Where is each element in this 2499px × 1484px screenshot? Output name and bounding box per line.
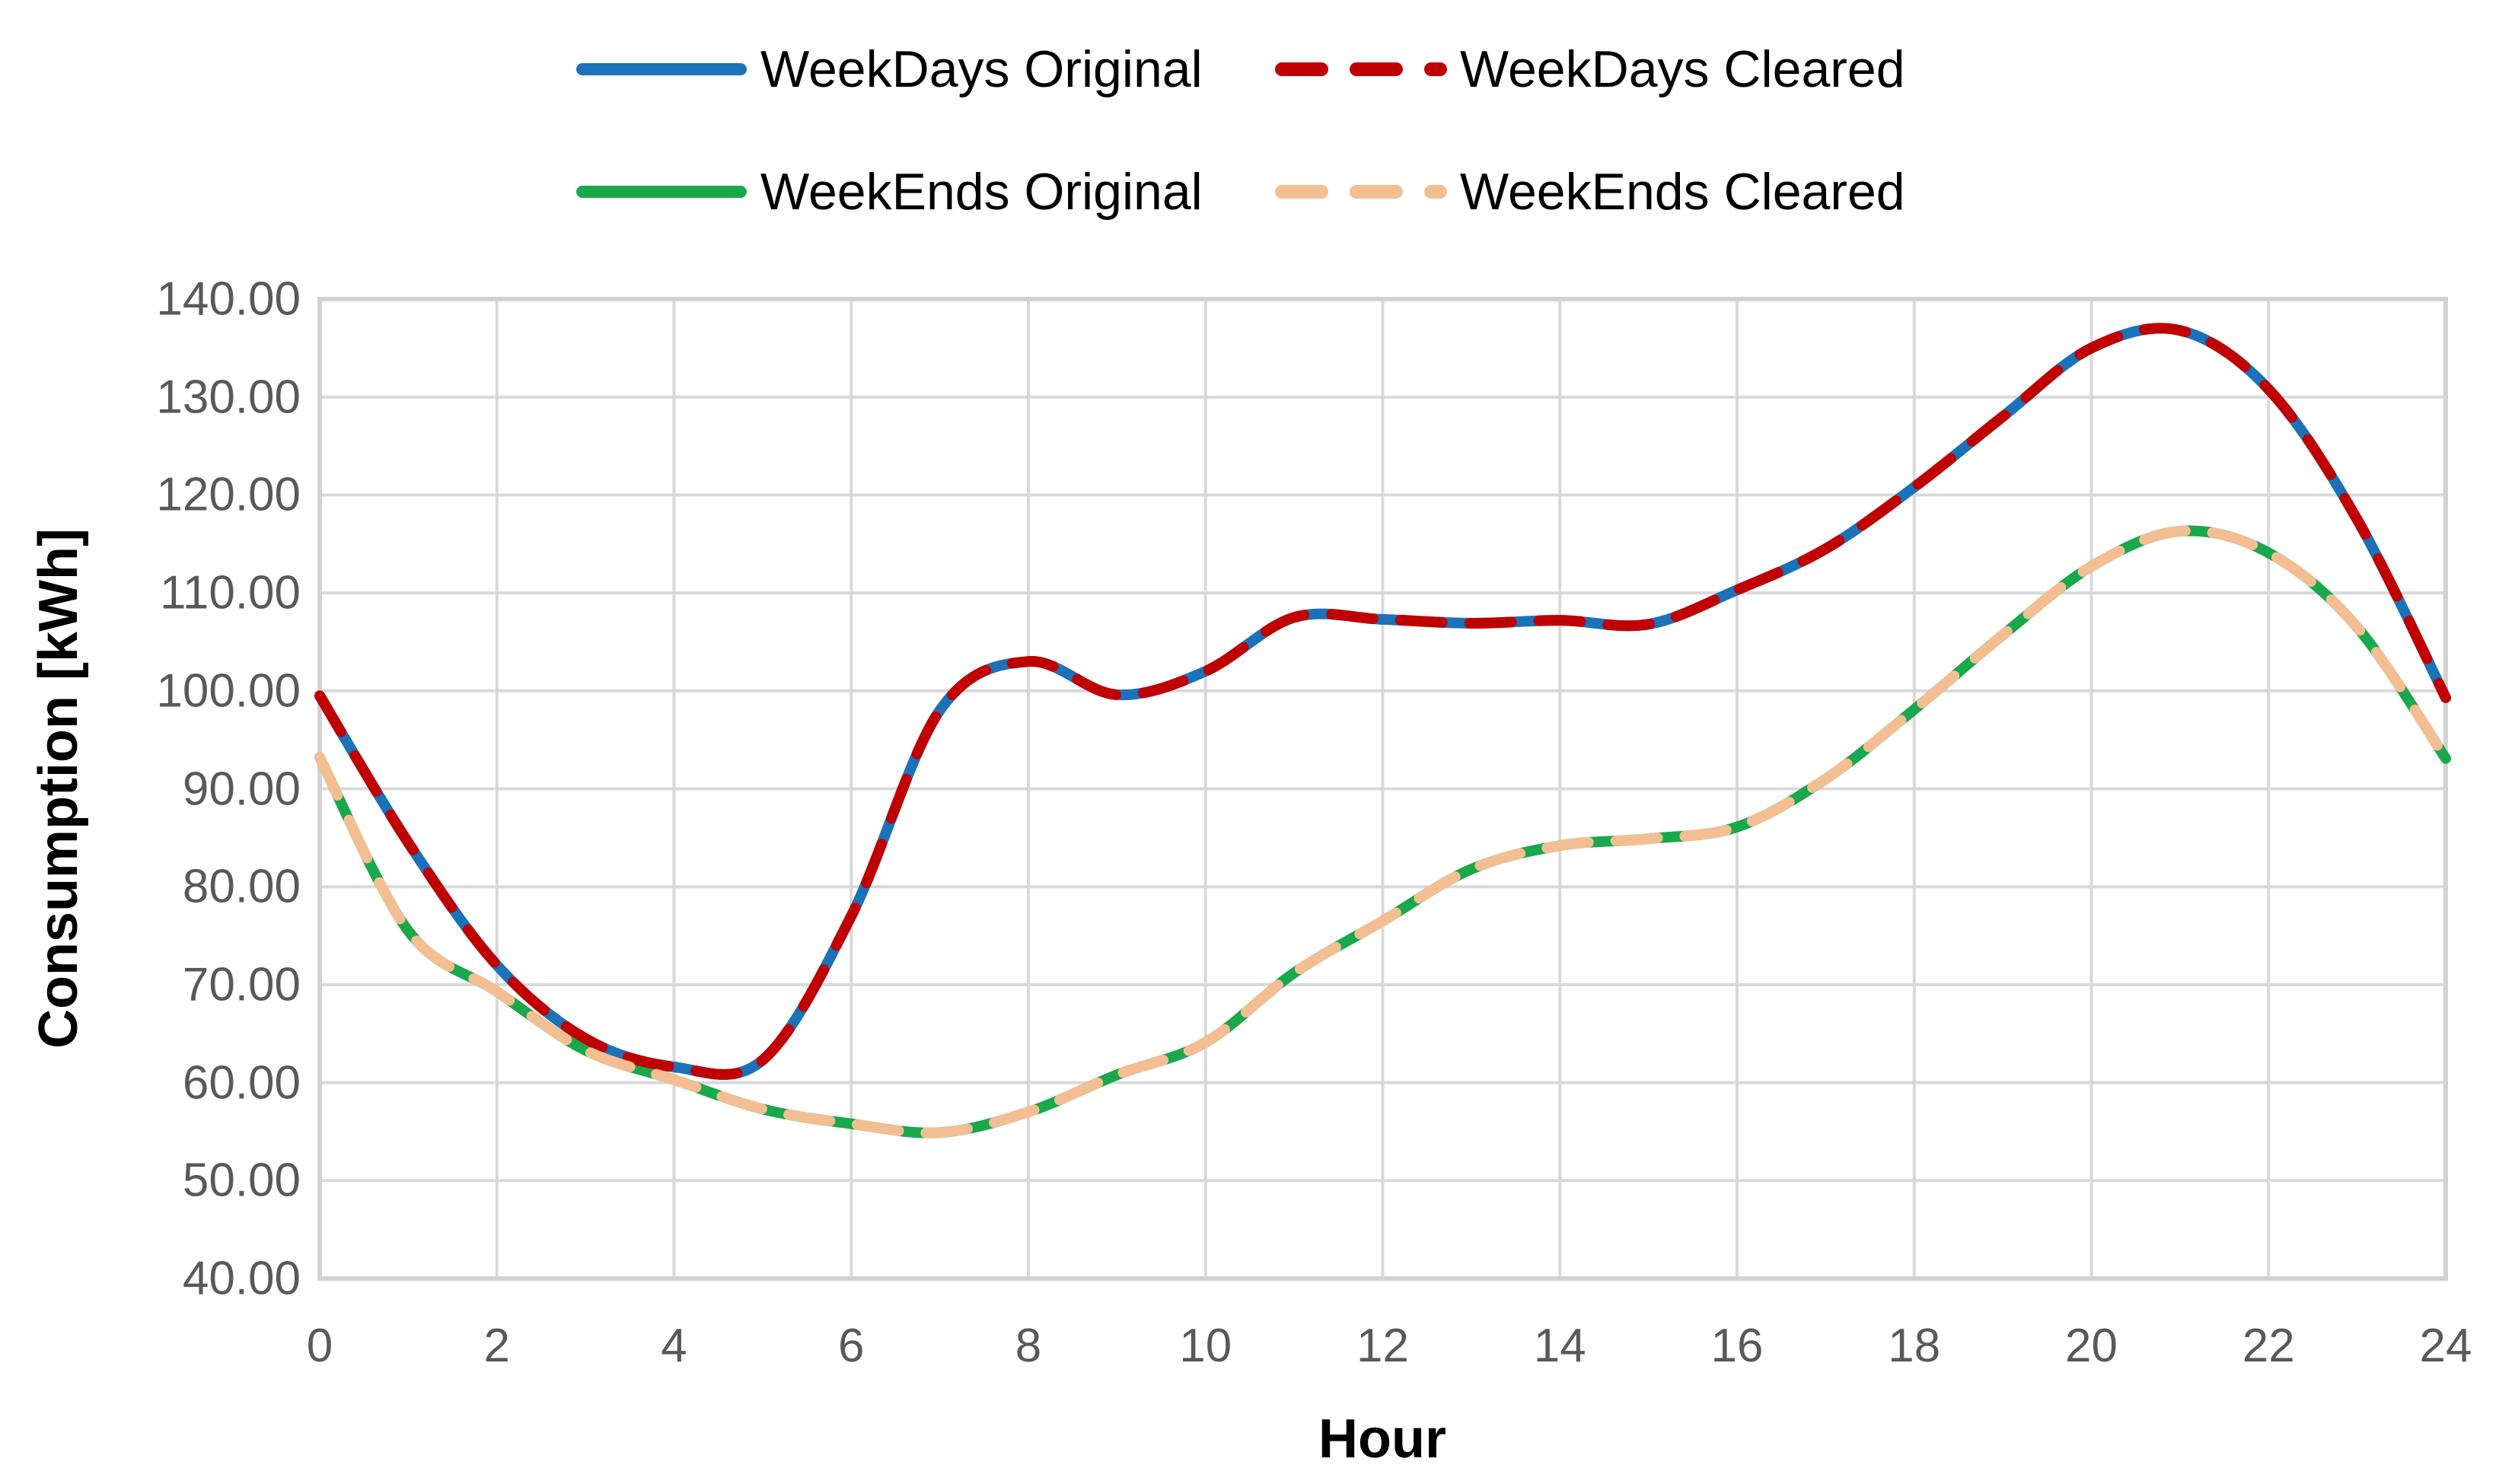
- legend-label-weekends-cleared: WeekEnds Cleared: [1460, 163, 1905, 221]
- legend-item-weekdays-cleared[interactable]: WeekDays Cleared: [1274, 35, 1905, 103]
- y-tick-label-80.00: 80.00: [182, 860, 301, 913]
- x-tick-label-20: 20: [2065, 1320, 2118, 1372]
- x-tick-label-0: 0: [306, 1320, 333, 1372]
- y-tick-label-110.00: 110.00: [159, 566, 301, 619]
- x-tick-label-10: 10: [1179, 1320, 1232, 1372]
- legend-swatch-weekdays-original: [576, 63, 747, 75]
- x-tick-label-2: 2: [483, 1320, 510, 1372]
- x-tick-label-18: 18: [1888, 1320, 1941, 1372]
- x-tick-label-24: 24: [2419, 1320, 2472, 1372]
- y-tick-label-40.00: 40.00: [182, 1252, 301, 1305]
- y-tick-label-100.00: 100.00: [156, 664, 301, 718]
- x-tick-label-22: 22: [2242, 1320, 2295, 1372]
- y-tick-label-140.00: 140.00: [156, 272, 301, 326]
- y-tick-label-70.00: 70.00: [182, 958, 301, 1011]
- legend-item-weekends-original[interactable]: WeekEnds Original: [575, 158, 1203, 226]
- x-tick-label-16: 16: [1710, 1320, 1764, 1372]
- legend-swatch-weekends-cleared: [1275, 185, 1447, 199]
- y-axis-title: Consumption [kWh]: [28, 528, 89, 1049]
- plot-border: [317, 297, 2448, 1281]
- legend-label-weekdays-cleared: WeekDays Cleared: [1460, 40, 1905, 98]
- y-tick-label-90.00: 90.00: [182, 763, 301, 815]
- x-tick-label-14: 14: [1533, 1320, 1586, 1372]
- y-tick-label-60.00: 60.00: [182, 1056, 301, 1110]
- legend-label-weekends-original: WeekEnds Original: [760, 163, 1203, 221]
- x-tick-label-8: 8: [1015, 1320, 1042, 1372]
- x-tick-label-6: 6: [838, 1320, 865, 1372]
- x-tick-label-12: 12: [1356, 1320, 1409, 1372]
- series-line-weekends-cleared: [314, 525, 2451, 1138]
- x-axis-title: Hour: [1318, 1409, 1446, 1470]
- legend-swatch-weekdays-cleared: [1275, 62, 1447, 76]
- legend-label-weekdays-original: WeekDays Original: [760, 40, 1203, 98]
- legend-swatch-weekends-original: [576, 186, 747, 198]
- series-line-weekdays-cleared: [314, 323, 2451, 1080]
- x-tick-label-4: 4: [661, 1320, 687, 1372]
- y-tick-label-120.00: 120.00: [156, 468, 301, 521]
- y-tick-label-50.00: 50.00: [182, 1154, 301, 1207]
- legend-item-weekends-cleared[interactable]: WeekEnds Cleared: [1274, 158, 1905, 226]
- y-tick-label-130.00: 130.00: [156, 371, 301, 424]
- legend-item-weekdays-original[interactable]: WeekDays Original: [575, 35, 1203, 103]
